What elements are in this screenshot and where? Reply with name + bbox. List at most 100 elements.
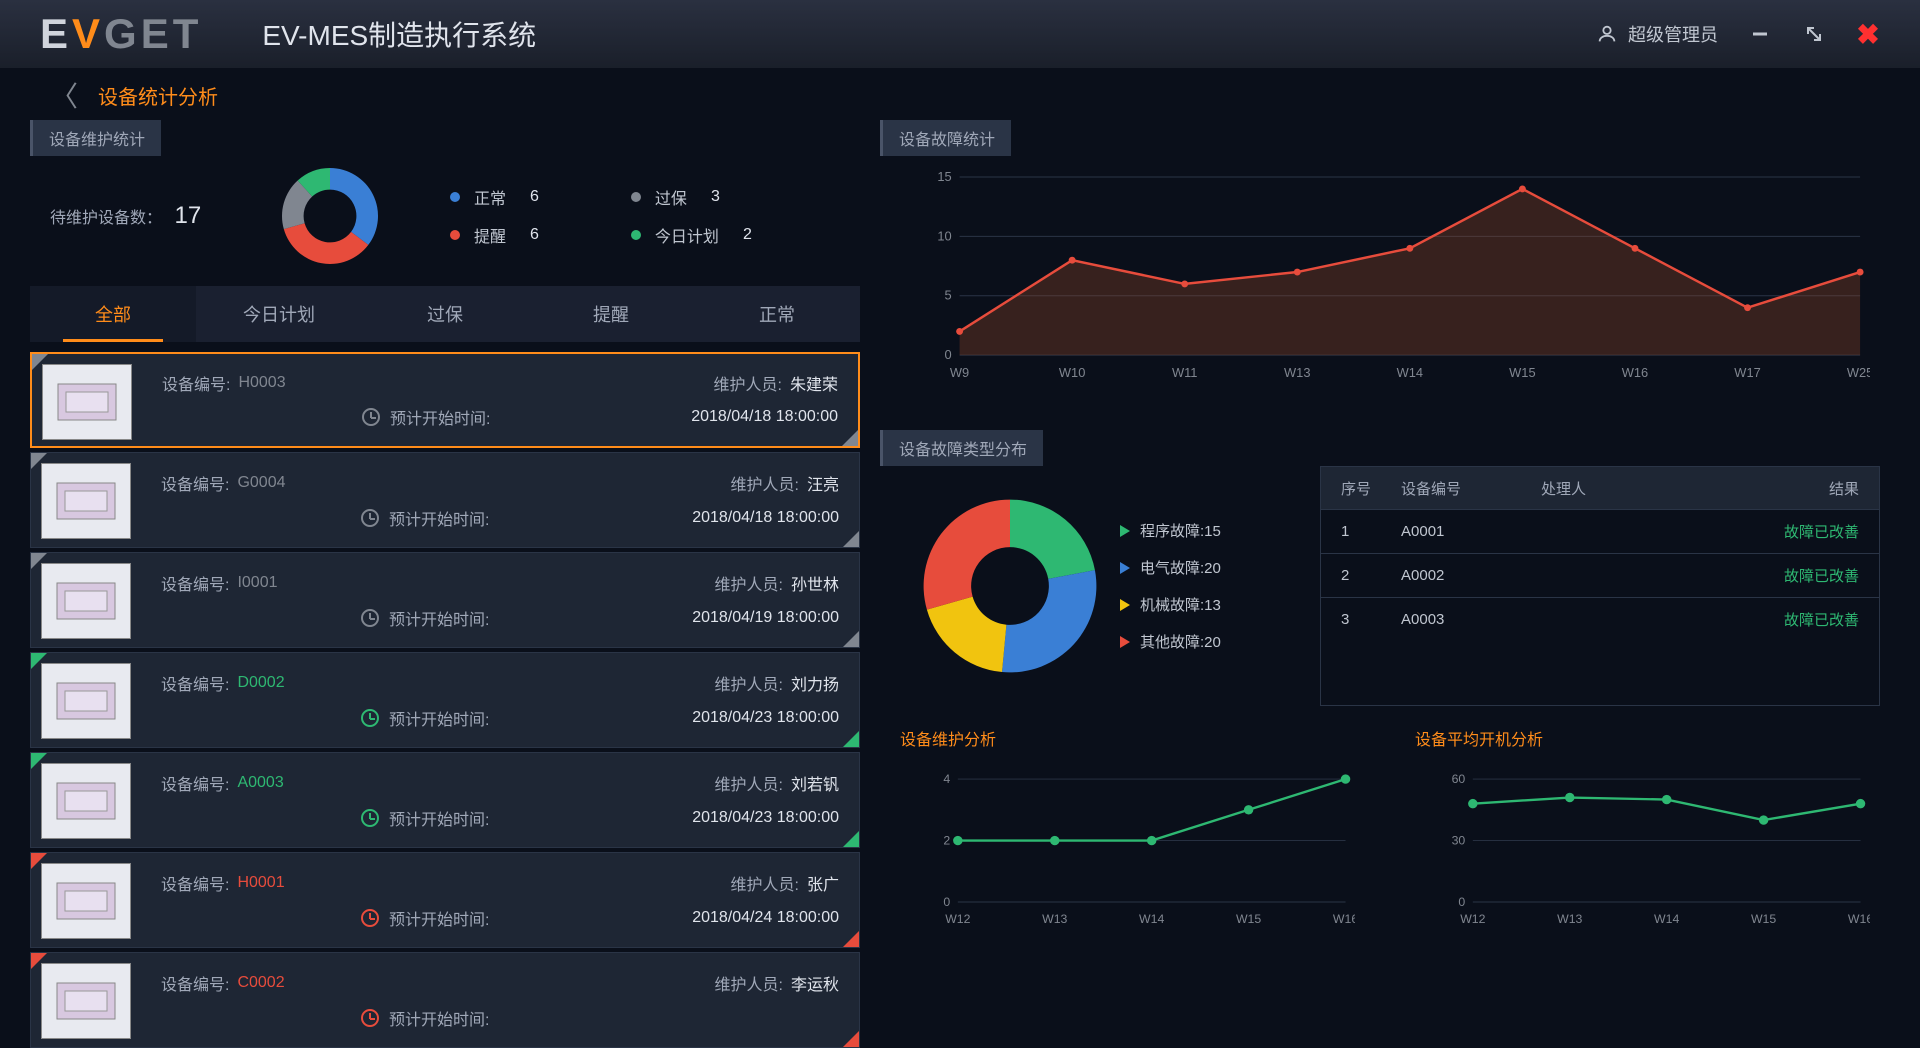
- maint-person-label: 维护人员:: [731, 477, 799, 494]
- maint-person-name: 汪亮: [807, 477, 839, 494]
- svg-text:W13: W13: [1284, 365, 1310, 380]
- status-corner: [843, 731, 859, 747]
- minimize-button[interactable]: [1748, 22, 1772, 46]
- maint-analysis-panel: 设备维护分析 024W12W13W14W15W16: [880, 716, 1375, 956]
- user-info[interactable]: 超级管理员: [1596, 21, 1718, 47]
- device-id-label: 设备编号:: [161, 471, 229, 495]
- app-header: EVGET EV-MES制造执行系统 超级管理员 ✖: [0, 0, 1920, 70]
- legend-marker: [1120, 525, 1130, 537]
- legend-label: 正常: [474, 185, 506, 209]
- maint-person-label: 维护人员:: [715, 777, 783, 794]
- legend-dot: [450, 192, 460, 202]
- status-corner: [843, 1031, 859, 1047]
- device-card[interactable]: 设备编号: I0001 维护人员:孙世林 预计开始时间: 2018/04/19 …: [30, 552, 860, 648]
- fault-type-legend: 程序故障:15电气故障:20机械故障:13其他故障:20: [1120, 466, 1300, 706]
- status-corner: [31, 753, 47, 769]
- maint-person-name: 李运秋: [791, 977, 839, 994]
- clock-icon: [362, 408, 380, 426]
- svg-text:0: 0: [1458, 895, 1465, 909]
- chart-title: 设备平均开机分析: [1395, 716, 1890, 760]
- legend-item: 电气故障:20: [1120, 557, 1300, 578]
- device-thumbnail: [41, 463, 131, 539]
- maintenance-summary-panel: 设备维护统计 待维护设备数： 17 正常6过保3提醒6今日计划2: [30, 120, 860, 276]
- status-corner: [843, 831, 859, 847]
- legend-value: 2: [743, 226, 752, 244]
- device-card[interactable]: 设备编号: C0002 维护人员:李运秋 预计开始时间:: [30, 952, 860, 1048]
- device-card[interactable]: 设备编号: A0003 维护人员:刘若钒 预计开始时间: 2018/04/23 …: [30, 752, 860, 848]
- device-card[interactable]: 设备编号: H0003 维护人员:朱建荣 预计开始时间: 2018/04/18 …: [30, 352, 860, 448]
- status-corner: [843, 931, 859, 947]
- legend-value: 3: [711, 188, 720, 206]
- user-icon: [1596, 23, 1618, 45]
- svg-text:W16: W16: [1848, 912, 1870, 926]
- uptime-line-chart: 03060W12W13W14W15W16: [1435, 760, 1870, 940]
- legend-dot: [631, 192, 641, 202]
- fault-area-chart: 051015W9W10W11W13W14W15W16W17W25: [920, 166, 1870, 386]
- legend-label: 今日计划: [655, 223, 719, 247]
- svg-text:15: 15: [937, 169, 951, 184]
- page-title: 设备统计分析: [98, 81, 218, 110]
- table-row[interactable]: 2A0002故障已改善: [1321, 553, 1879, 597]
- fault-table: 序号设备编号处理人结果1A0001故障已改善2A0002故障已改善3A0003故…: [1320, 466, 1880, 706]
- chart-title: 设备维护分析: [880, 716, 1375, 760]
- svg-text:W9: W9: [950, 365, 969, 380]
- legend-marker: [1120, 599, 1130, 611]
- svg-text:W14: W14: [1139, 912, 1164, 926]
- tab-正常[interactable]: 正常: [694, 286, 860, 342]
- close-button[interactable]: ✖: [1856, 22, 1880, 46]
- svg-text:W25: W25: [1847, 365, 1870, 380]
- panel-title: 设备故障类型分布: [880, 430, 1043, 466]
- device-card[interactable]: 设备编号: D0002 维护人员:刘力扬 预计开始时间: 2018/04/23 …: [30, 652, 860, 748]
- tab-过保[interactable]: 过保: [362, 286, 528, 342]
- fault-type-panel-wrap: 设备故障类型分布 程序故障:15电气故障:20机械故障:13其他故障:20 序号…: [880, 430, 1890, 706]
- svg-text:W13: W13: [1042, 912, 1067, 926]
- device-id-label: 设备编号:: [161, 771, 229, 795]
- legend-item: 机械故障:13: [1120, 594, 1300, 615]
- svg-text:W15: W15: [1509, 365, 1535, 380]
- table-row[interactable]: 3A0003故障已改善: [1321, 597, 1879, 641]
- legend-item: 提醒6: [450, 223, 571, 247]
- clock-icon: [361, 709, 379, 727]
- device-id-label: 设备编号:: [162, 371, 230, 395]
- device-thumbnail: [41, 863, 131, 939]
- device-card[interactable]: 设备编号: H0001 维护人员:张广 预计开始时间: 2018/04/24 1…: [30, 852, 860, 948]
- panel-title: 设备维护统计: [30, 120, 161, 156]
- svg-text:10: 10: [937, 228, 951, 243]
- start-time-label: 预计开始时间:: [390, 405, 490, 429]
- status-corner: [31, 653, 47, 669]
- device-id: A0003: [237, 774, 283, 792]
- clock-icon: [361, 809, 379, 827]
- device-id: D0002: [237, 674, 284, 692]
- fault-type-donut: [880, 466, 1100, 706]
- start-time-value: 2018/04/18 18:00:00: [692, 509, 839, 527]
- device-id: I0001: [237, 574, 277, 592]
- legend-label: 提醒: [474, 223, 506, 247]
- device-thumbnail: [41, 663, 131, 739]
- status-corner: [31, 553, 47, 569]
- maint-count-label: 待维护设备数：: [50, 210, 162, 227]
- legend-label: 其他故障:20: [1140, 631, 1221, 652]
- status-corner: [32, 354, 48, 370]
- maint-count-value: 17: [174, 202, 201, 229]
- tab-提醒[interactable]: 提醒: [528, 286, 694, 342]
- status-corner: [843, 631, 859, 647]
- back-button[interactable]: 〈: [50, 75, 78, 115]
- legend-label: 电气故障:20: [1140, 557, 1221, 578]
- device-id-label: 设备编号:: [161, 671, 229, 695]
- legend-marker: [1120, 636, 1130, 648]
- tab-全部[interactable]: 全部: [30, 286, 196, 342]
- tab-今日计划[interactable]: 今日计划: [196, 286, 362, 342]
- panel-title: 设备故障统计: [880, 120, 1011, 156]
- fault-stats-panel: 设备故障统计 051015W9W10W11W13W14W15W16W17W25: [880, 120, 1890, 420]
- maint-person-name: 孙世林: [791, 577, 839, 594]
- start-time-label: 预计开始时间:: [389, 606, 489, 630]
- table-row[interactable]: 1A0001故障已改善: [1321, 509, 1879, 553]
- maint-person-name: 朱建荣: [790, 377, 838, 394]
- device-card[interactable]: 设备编号: G0004 维护人员:汪亮 预计开始时间: 2018/04/18 1…: [30, 452, 860, 548]
- legend-item: 其他故障:20: [1120, 631, 1300, 652]
- clock-icon: [361, 609, 379, 627]
- svg-text:W14: W14: [1654, 912, 1679, 926]
- restore-button[interactable]: [1802, 22, 1826, 46]
- app-title: EV-MES制造执行系统: [262, 14, 536, 54]
- svg-text:W12: W12: [1460, 912, 1485, 926]
